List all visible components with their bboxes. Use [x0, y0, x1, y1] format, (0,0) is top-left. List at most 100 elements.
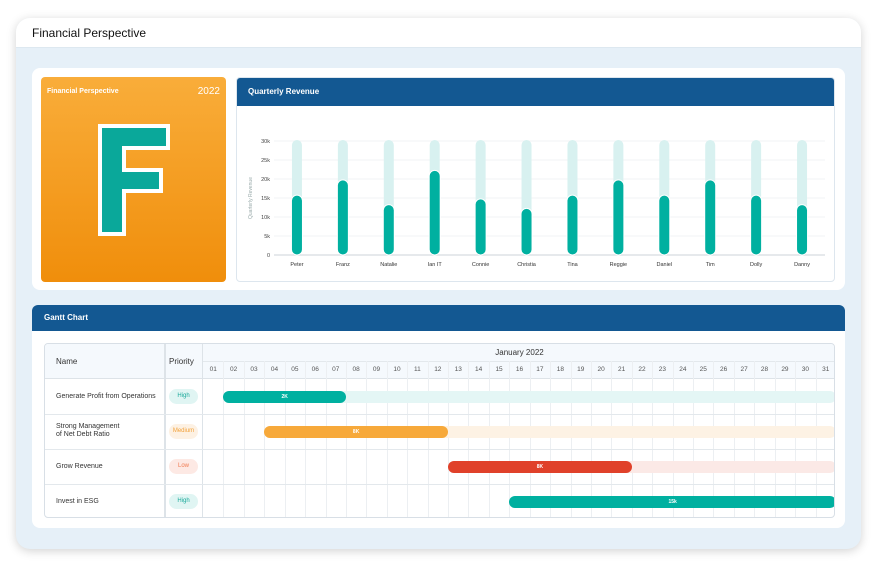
- logo-card-year: 2022: [197, 86, 220, 97]
- day-label: 20: [597, 366, 605, 373]
- day-label: 03: [250, 366, 258, 373]
- bar-reggie: [612, 179, 625, 256]
- day-label: 01: [209, 366, 217, 373]
- day-label: 13: [454, 366, 462, 373]
- bar-tim: [704, 179, 717, 256]
- y-tick-label: 15k: [261, 196, 270, 202]
- logo-card: Financial Perspective 2022: [41, 77, 226, 282]
- task-bar[interactable]: 2K: [223, 391, 346, 403]
- panel-title: Quarterly Revenue: [237, 78, 834, 106]
- day-label: 26: [720, 366, 728, 373]
- day-label: 06: [311, 366, 319, 373]
- day-gridline: [795, 361, 797, 517]
- y-tick-label: 25k: [261, 158, 270, 164]
- day-gridline: [305, 361, 307, 517]
- day-row-divider: [203, 361, 834, 362]
- x-tick-label: Franz: [336, 262, 350, 268]
- day-label: 02: [229, 366, 238, 373]
- y-tick-label: 10k: [261, 215, 270, 221]
- x-tick-label: Dolly: [750, 262, 762, 268]
- row-divider: [45, 484, 834, 485]
- y-tick-label: 0: [267, 253, 270, 259]
- day-gridline: [345, 361, 347, 517]
- day-label: 29: [781, 366, 789, 373]
- month-label: January 2022: [495, 348, 544, 357]
- day-gridline: [509, 361, 511, 517]
- day-gridline: [570, 361, 572, 517]
- day-gridline: [754, 361, 756, 517]
- gantt-table: Name Priority January 2022 01 02 03 04 05 06 07 08…: [44, 343, 835, 518]
- day-gridline: [448, 361, 450, 517]
- day-gridline: [529, 361, 531, 517]
- row-divider: [45, 414, 834, 415]
- day-label: 27: [740, 366, 748, 373]
- day-label: 31: [822, 366, 830, 373]
- y-tick-label: 30k: [261, 139, 270, 145]
- day-gridline: [284, 361, 286, 517]
- task-name: Invest in ESG: [56, 498, 99, 505]
- day-gridline: [427, 361, 429, 517]
- priority-badge: Low: [169, 459, 198, 474]
- day-label: 19: [577, 366, 585, 373]
- task-name: Grow Revenue: [56, 463, 103, 470]
- y-axis-label: Quarterly Revenue: [248, 177, 254, 219]
- bar-ian-it: [428, 169, 441, 256]
- priority-badge: High: [169, 389, 198, 404]
- x-tick-label: Tina: [567, 262, 578, 268]
- day-label: 28: [760, 366, 769, 373]
- task-bar[interactable]: 15k: [509, 496, 834, 508]
- bar-daniel: [658, 194, 671, 256]
- bar-natalie: [382, 204, 395, 256]
- bar-peter: [290, 194, 303, 256]
- priority-header: Priority: [169, 357, 194, 366]
- day-gridline: [693, 361, 695, 517]
- day-gridline: [264, 361, 266, 517]
- day-label: 17: [536, 366, 544, 373]
- day-gridline: [243, 361, 245, 517]
- x-tick-label: Daniel: [656, 262, 672, 268]
- priority-badge: High: [169, 494, 198, 509]
- task-name: Generate Profit from Operations: [56, 393, 156, 400]
- task-name: Strong Management of Net Debt Ratio: [56, 423, 120, 438]
- day-label: 05: [291, 366, 299, 373]
- bar-dolly: [750, 194, 763, 256]
- x-tick-label: Christia: [517, 262, 537, 268]
- day-gridline: [590, 361, 592, 517]
- day-label: 15: [495, 366, 503, 373]
- day-label: 14: [475, 366, 483, 373]
- task-bar[interactable]: 8K: [448, 461, 632, 473]
- day-gridline: [223, 361, 225, 517]
- day-label: 25: [699, 366, 707, 373]
- name-header: Name: [56, 357, 78, 366]
- x-tick-label: Connie: [472, 262, 489, 268]
- day-gridline: [713, 361, 715, 517]
- priority-column-divider: [202, 344, 203, 517]
- x-tick-label: Ian IT: [428, 262, 443, 268]
- day-gridline: [468, 361, 470, 517]
- day-label: 04: [270, 366, 279, 373]
- day-label: 24: [679, 366, 687, 373]
- day-gridline: [631, 361, 633, 517]
- bar-franz: [336, 179, 349, 256]
- day-label: 12: [434, 366, 442, 373]
- day-label: 21: [617, 366, 626, 373]
- day-label: 22: [638, 366, 646, 373]
- x-tick-label: Tim: [706, 262, 715, 268]
- x-tick-label: Natalie: [380, 262, 397, 268]
- gantt-title: Gantt Chart: [32, 305, 845, 331]
- day-label: 23: [658, 366, 667, 373]
- x-tick-label: Danny: [794, 262, 810, 268]
- day-gridline: [611, 361, 613, 517]
- day-gridline: [652, 361, 654, 517]
- day-label: 10: [393, 366, 401, 373]
- day-label: 08: [352, 366, 360, 373]
- task-bar[interactable]: 8K: [264, 426, 449, 438]
- day-label: 16: [515, 366, 524, 373]
- task-track: [223, 391, 834, 403]
- bar-tina: [566, 194, 579, 256]
- letter-f-logo: [98, 124, 170, 236]
- logo-card-title: Financial Perspective: [47, 88, 119, 95]
- y-tick-label: 5k: [264, 234, 270, 240]
- bar-danny: [796, 204, 809, 256]
- revenue-chart: 0 5k 10k 15k 20k 25k 30k Quarterly Revenue Peter…: [248, 139, 825, 268]
